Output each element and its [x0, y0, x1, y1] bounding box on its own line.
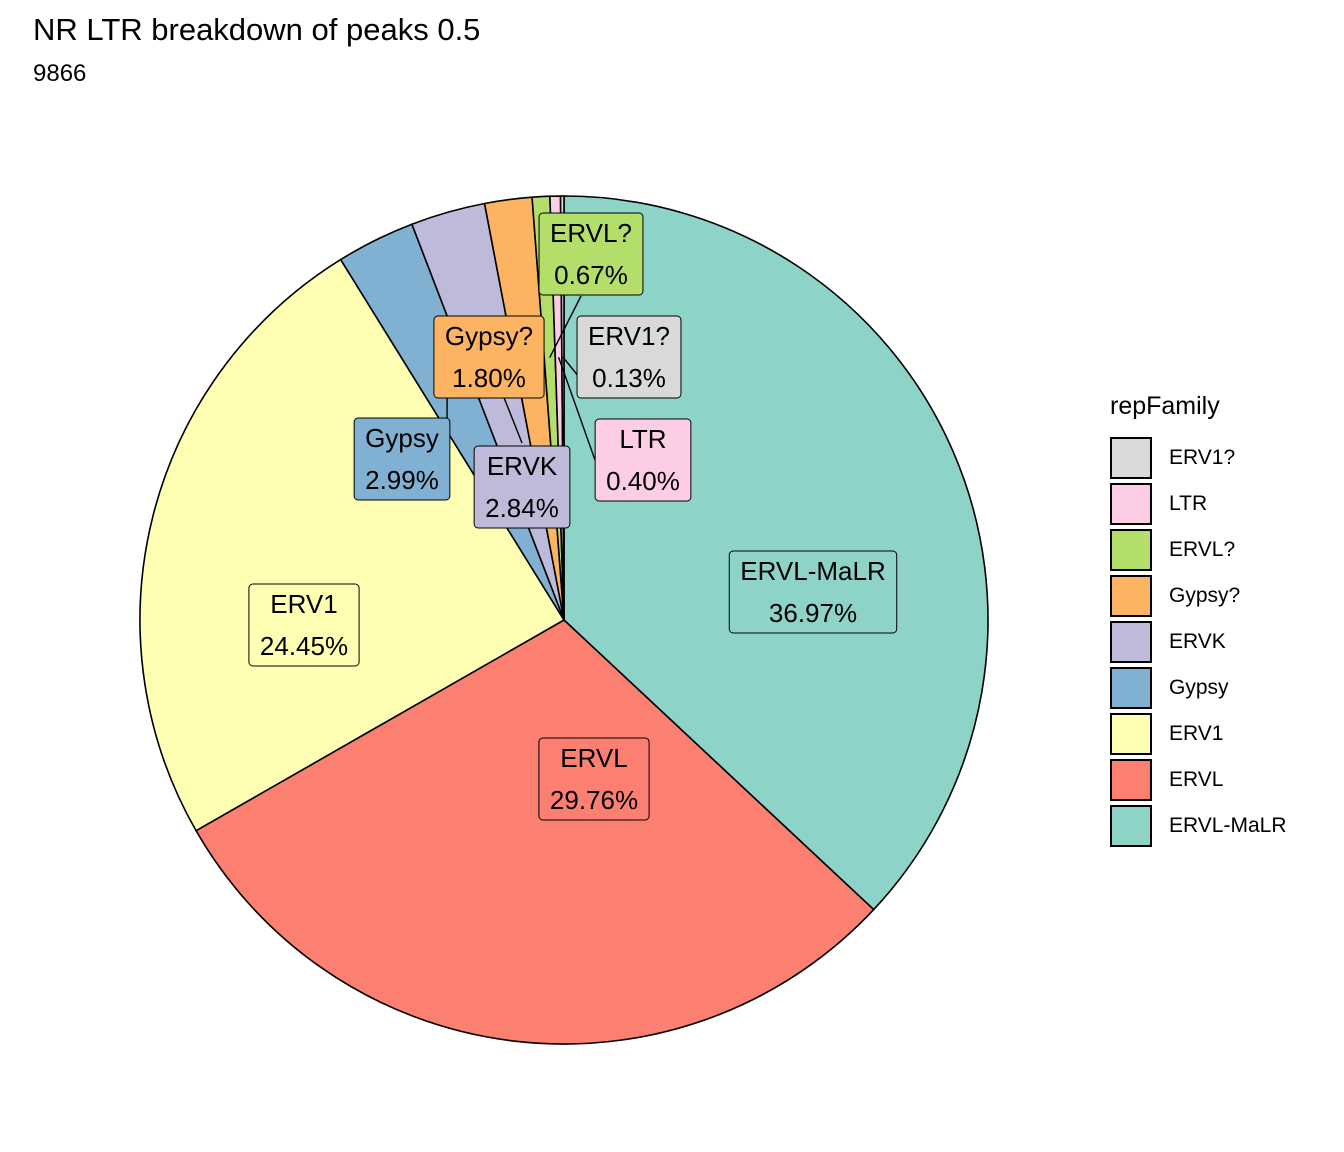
- slice-label-value: 2.84%: [485, 493, 559, 523]
- leader-line-ervl-q: [549, 295, 582, 358]
- legend-title: repFamily: [1110, 392, 1220, 420]
- slice-label-box: [728, 550, 898, 634]
- legend-label: ERV1?: [1169, 446, 1236, 469]
- legend-label: Gypsy?: [1169, 584, 1241, 607]
- legend-key: [1110, 437, 1152, 479]
- slice-label-name: ERVL-MaLR: [740, 556, 885, 586]
- pie-slice-ervl: [194, 619, 875, 1045]
- slice-label-name: ERV1?: [588, 321, 670, 351]
- slice-label-name: Gypsy?: [445, 321, 533, 351]
- legend-label: LTR: [1169, 492, 1208, 515]
- slice-label-name: LTR: [619, 424, 666, 454]
- legend-label: ERVL-MaLR: [1169, 814, 1287, 837]
- pie-slice-erv1: [139, 258, 566, 832]
- legend-item-erv1-q: ERV1?: [1110, 435, 1287, 481]
- slice-label-name: ERVK: [487, 451, 558, 481]
- slice-label-name: Gypsy: [365, 423, 439, 453]
- slice-label-box: [594, 418, 692, 502]
- legend-items: ERV1? LTR ERVL? Gypsy? ERVK Gypsy ERV1 ERVL ERVL…: [1110, 435, 1287, 849]
- slice-label-value: 0.67%: [554, 260, 628, 290]
- slice-label-value: 0.40%: [606, 466, 680, 496]
- leader-line-ltr: [557, 356, 596, 461]
- legend-key: [1110, 667, 1152, 709]
- slice-label-box: [538, 737, 650, 821]
- chart-title: NR LTR breakdown of peaks 0.5: [33, 12, 481, 47]
- slice-label-value: 36.97%: [769, 598, 857, 628]
- slice-label-gypsy-q: Gypsy? 1.80%: [433, 315, 545, 399]
- slice-label-box: [538, 212, 644, 296]
- slice-label-erv1: ERV1 24.45%: [248, 583, 360, 667]
- slice-label-box: [473, 445, 571, 529]
- slice-label-gypsy: Gypsy 2.99%: [353, 417, 451, 501]
- legend-label: ERVL?: [1169, 538, 1236, 561]
- legend-label: ERVK: [1169, 630, 1226, 653]
- slice-label-ervl-q: ERVL? 0.67%: [538, 212, 644, 296]
- legend-key: [1110, 759, 1152, 801]
- slice-label-name: ERVL: [560, 743, 627, 773]
- legend-key: [1110, 483, 1152, 525]
- legend-label: Gypsy: [1169, 676, 1229, 699]
- legend-label: ERVL: [1169, 768, 1224, 791]
- legend: repFamily ERV1? LTR ERVL? Gypsy? ERVK Gypsy ER…: [1110, 392, 1287, 849]
- chart-subtitle: 9866: [33, 60, 87, 87]
- legend-key: [1110, 575, 1152, 617]
- legend-item-ervl-q: ERVL?: [1110, 527, 1287, 573]
- legend-key: [1110, 713, 1152, 755]
- slice-label-ltr: LTR 0.40%: [594, 418, 692, 502]
- slice-label-erv1-q: ERV1? 0.13%: [576, 315, 682, 399]
- slice-label-value: 29.76%: [550, 785, 638, 815]
- slice-label-box: [248, 583, 360, 667]
- slice-label-name: ERV1: [270, 589, 337, 619]
- legend-item-gypsy-q: Gypsy?: [1110, 573, 1287, 619]
- slice-label-box: [576, 315, 682, 399]
- legend-label: ERV1: [1169, 722, 1224, 745]
- slice-label-box: [353, 417, 451, 501]
- slice-label-value: 2.99%: [365, 465, 439, 495]
- legend-item-ervk: ERVK: [1110, 619, 1287, 665]
- leader-line-erv1-q: [562, 356, 580, 378]
- slice-label-value: 1.80%: [452, 363, 526, 393]
- legend-item-gypsy: Gypsy: [1110, 665, 1287, 711]
- slice-label-value: 0.13%: [592, 363, 666, 393]
- legend-item-ervl: ERVL: [1110, 757, 1287, 803]
- slice-label-value: 24.45%: [260, 631, 348, 661]
- legend-item-ervl-malr: ERVL-MaLR: [1110, 803, 1287, 849]
- legend-item-erv1: ERV1: [1110, 711, 1287, 757]
- slice-label-ervl: ERVL 29.76%: [538, 737, 650, 821]
- legend-key: [1110, 805, 1152, 847]
- slice-label-name: ERVL?: [550, 218, 632, 248]
- legend-item-ltr: LTR: [1110, 481, 1287, 527]
- slice-label-ervl-malr: ERVL-MaLR 36.97%: [728, 550, 898, 634]
- legend-key: [1110, 529, 1152, 571]
- legend-key: [1110, 621, 1152, 663]
- slice-label-ervk: ERVK 2.84%: [473, 445, 571, 529]
- slice-label-box: [433, 315, 545, 399]
